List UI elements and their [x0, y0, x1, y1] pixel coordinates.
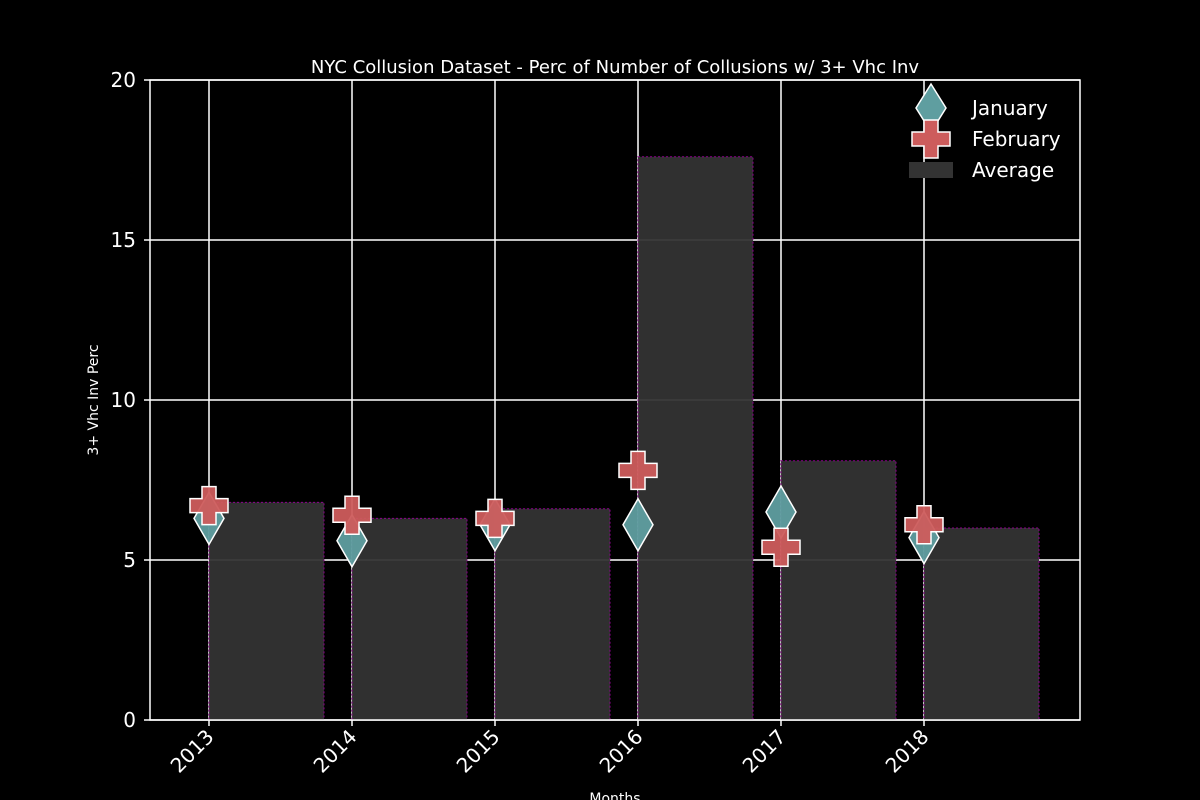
y-axis-label: 3+ Vhc Inv Perc — [86, 344, 102, 455]
x-axis-label: Months — [589, 791, 640, 800]
bar-average-2014 — [351, 517, 468, 721]
legend: January February Average — [909, 82, 1061, 182]
data-markers — [189, 450, 944, 569]
marker-february-2016 — [618, 450, 658, 491]
y-axis-ticks: 0 5 10 15 20 — [111, 68, 150, 732]
average-bars — [208, 156, 1040, 721]
legend-february-swatch — [911, 119, 951, 159]
bar-average-2017 — [780, 460, 897, 721]
legend-february-label: February — [972, 127, 1061, 151]
marker-february-2013 — [189, 485, 229, 526]
y-tick-label-0: 0 — [123, 708, 136, 732]
marker-february-2018 — [904, 505, 944, 545]
legend-average-swatch — [909, 162, 953, 178]
bar-average-2013 — [208, 501, 325, 721]
y-tick-label-2: 10 — [111, 388, 136, 412]
marker-february-2017 — [761, 527, 801, 567]
legend-january-label: January — [970, 96, 1048, 120]
bar-average-2018 — [923, 527, 1040, 721]
marker-january-2016 — [622, 497, 654, 553]
chart-title: NYC Collusion Dataset - Perc of Number o… — [311, 57, 919, 78]
legend-average-label: Average — [972, 158, 1054, 182]
bar-average-2016 — [637, 156, 754, 721]
y-tick-label-3: 15 — [111, 228, 136, 252]
marker-february-2015 — [475, 498, 515, 539]
y-tick-label-4: 20 — [111, 68, 136, 92]
bar-average-2015 — [494, 508, 611, 721]
y-tick-label-1: 5 — [123, 548, 136, 572]
marker-february-2014 — [332, 495, 372, 535]
